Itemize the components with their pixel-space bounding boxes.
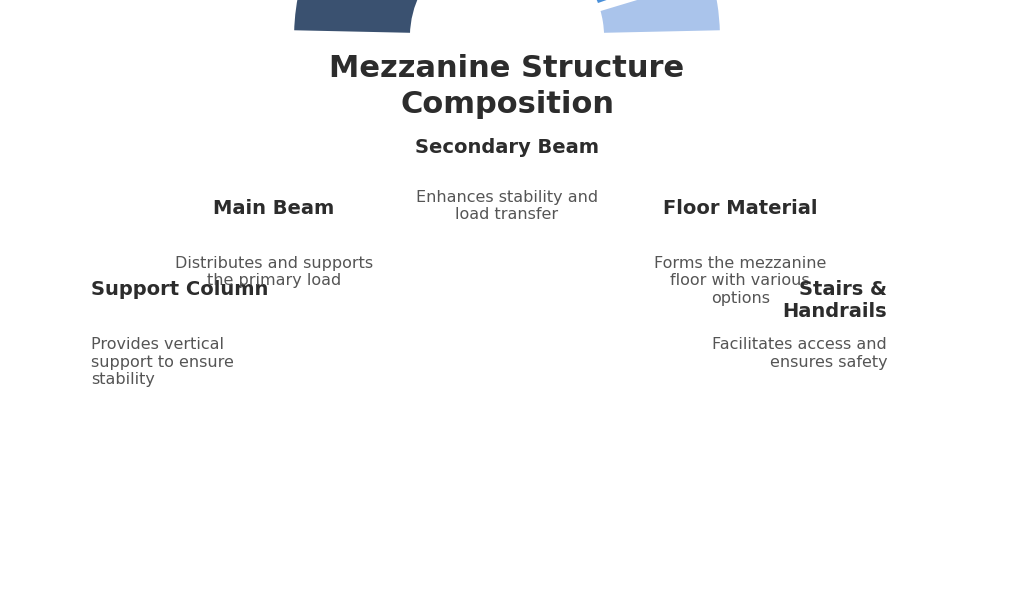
Text: Forms the mezzanine
floor with various
options: Forms the mezzanine floor with various o…: [654, 256, 826, 306]
Text: Facilitates access and
ensures safety: Facilitates access and ensures safety: [713, 337, 887, 370]
Text: Main Beam: Main Beam: [213, 199, 335, 218]
Text: Provides vertical
support to ensure
stability: Provides vertical support to ensure stab…: [91, 337, 234, 387]
Text: Secondary Beam: Secondary Beam: [415, 138, 599, 158]
Text: Stairs &
Handrails: Stairs & Handrails: [783, 280, 887, 321]
Wedge shape: [565, 0, 710, 5]
Text: Distributes and supports
the primary load: Distributes and supports the primary loa…: [174, 256, 373, 288]
Wedge shape: [292, 0, 449, 35]
Wedge shape: [598, 0, 722, 35]
Text: Support Column: Support Column: [91, 280, 269, 299]
Text: Enhances stability and
load transfer: Enhances stability and load transfer: [416, 190, 598, 222]
Text: Mezzanine Structure
Composition: Mezzanine Structure Composition: [330, 54, 684, 119]
Text: Floor Material: Floor Material: [663, 199, 817, 218]
